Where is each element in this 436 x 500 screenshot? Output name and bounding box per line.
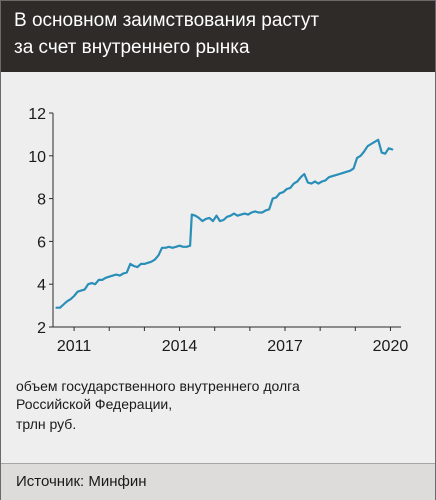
title-bar: В основном заимствования растут за счет … <box>1 1 435 72</box>
y-tick-label: 10 <box>28 149 46 166</box>
y-tick-label: 8 <box>37 192 46 209</box>
y-tick-label: 6 <box>37 234 46 251</box>
caption-line-1: объем государственного внутреннего долга <box>16 378 300 394</box>
x-tick-label: 2011 <box>57 338 92 355</box>
series-line <box>55 138 394 309</box>
y-tick-label: 12 <box>28 106 46 123</box>
caption-line-3: трлн руб. <box>16 416 77 432</box>
source-text: Источник: Минфин <box>16 473 147 490</box>
y-tick-label: 4 <box>37 277 46 294</box>
x-tick-label: 2020 <box>373 338 409 355</box>
x-tick-label: 2014 <box>162 338 198 355</box>
caption-line-2: Российской Федерации, <box>16 396 173 412</box>
chart-title-line-2: за счет внутреннего рынка <box>14 37 250 58</box>
chart-title-line-1: В основном заимствования растут <box>14 10 320 31</box>
line-chart: 2 4 6 8 10 12 2011 2014 2017 2020 <box>28 106 409 355</box>
y-tick-label: 2 <box>37 320 46 337</box>
x-tick-label: 2017 <box>267 338 303 355</box>
source-bar: Источник: Минфин <box>1 463 435 500</box>
